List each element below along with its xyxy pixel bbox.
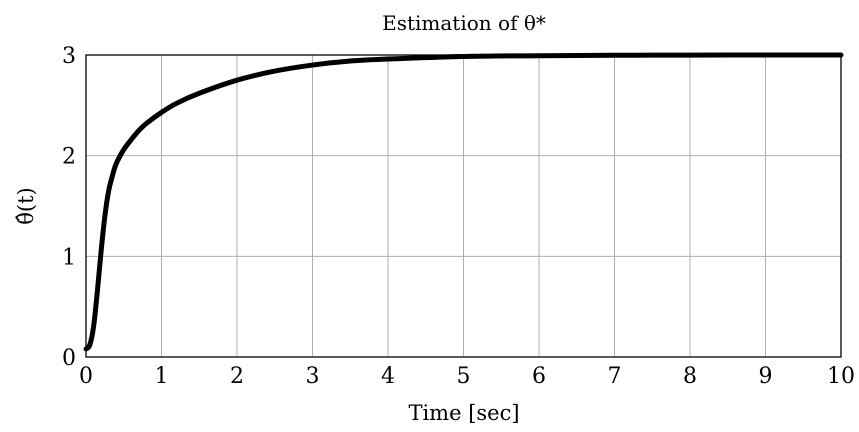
x-tick-label: 3 (306, 364, 320, 389)
x-tick-label: 9 (759, 364, 773, 389)
y-tick-label: 1 (62, 245, 76, 270)
series-line-0 (83, 52, 844, 352)
plot-frame (85, 54, 842, 358)
x-tick-labels: 0 1 2 3 4 5 6 7 8 9 10 (79, 364, 855, 389)
series-group (83, 52, 844, 352)
y-tick-label: 0 (62, 346, 76, 371)
y-axis-label: θ̂(t) (14, 187, 38, 224)
x-tick-label: 1 (155, 364, 169, 389)
x-tick-label: 6 (532, 364, 546, 389)
chart-title: Estimation of θ* (382, 11, 546, 35)
y-tick-label: 2 (62, 145, 76, 170)
y-tick-labels: 0 1 2 3 (62, 44, 76, 371)
x-tick-label: 10 (827, 364, 855, 389)
x-tick-label: 2 (230, 364, 244, 389)
x-tick-label: 4 (381, 364, 395, 389)
y-tick-label: 3 (62, 44, 76, 69)
x-axis-label: Time [sec] (408, 401, 519, 425)
x-tick-label: 8 (683, 364, 697, 389)
x-tick-label: 5 (457, 364, 471, 389)
x-tick-label: 0 (79, 364, 93, 389)
grid-lines (85, 54, 842, 358)
x-tick-label: 7 (608, 364, 622, 389)
